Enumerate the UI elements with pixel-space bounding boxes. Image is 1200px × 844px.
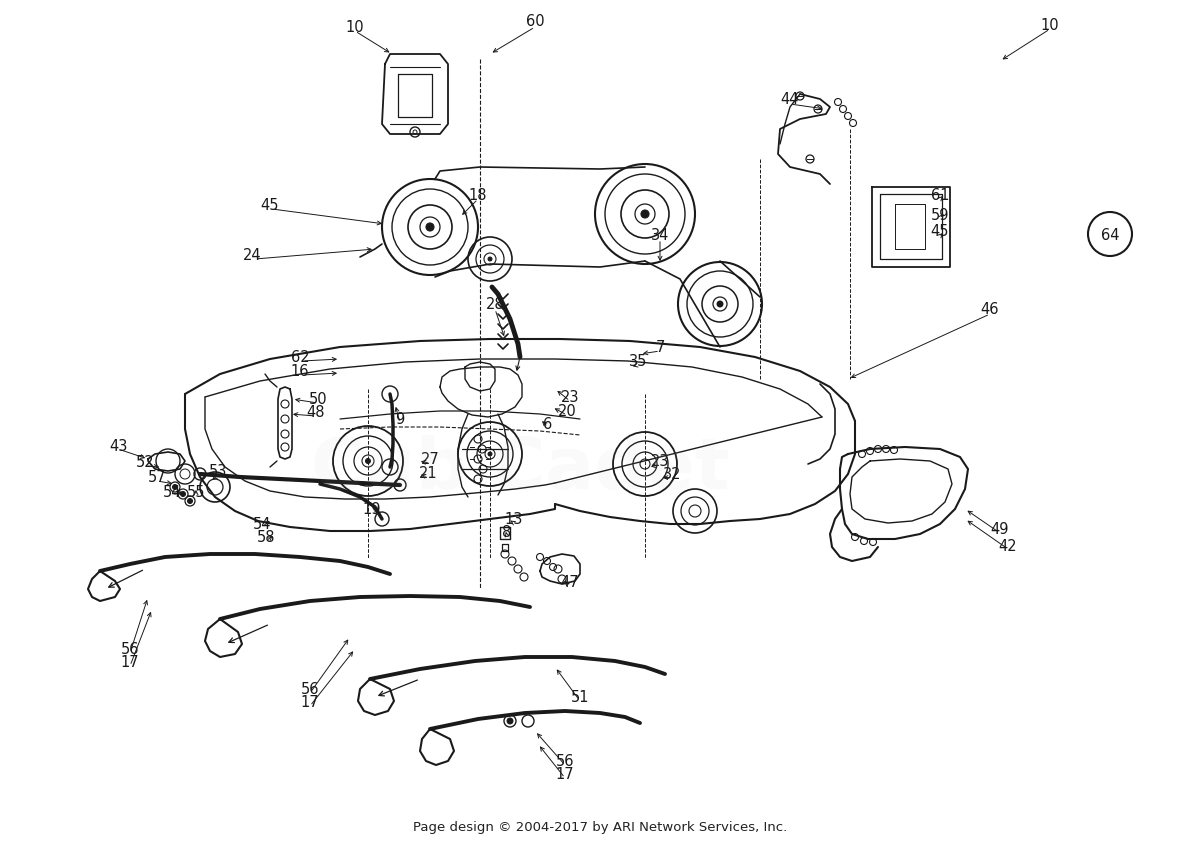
Text: 21: 21 xyxy=(419,466,437,481)
Text: 43: 43 xyxy=(109,439,127,454)
Text: 34: 34 xyxy=(650,227,670,242)
Text: 61: 61 xyxy=(931,187,949,203)
Text: 10: 10 xyxy=(346,20,365,35)
Text: Page design © 2004-2017 by ARI Network Services, Inc.: Page design © 2004-2017 by ARI Network S… xyxy=(413,820,787,834)
Text: 56: 56 xyxy=(301,682,319,696)
Text: 17: 17 xyxy=(301,695,319,710)
Text: 23: 23 xyxy=(560,390,580,405)
Text: 60: 60 xyxy=(526,14,545,30)
Text: Cub Cadet: Cub Cadet xyxy=(311,435,730,504)
Text: 42: 42 xyxy=(998,538,1018,554)
Text: 35: 35 xyxy=(629,354,647,369)
Circle shape xyxy=(180,492,186,497)
Text: 32: 32 xyxy=(662,467,682,482)
Text: 51: 51 xyxy=(571,690,589,705)
Text: 28: 28 xyxy=(486,297,504,312)
Text: 57: 57 xyxy=(148,470,167,485)
Text: 53: 53 xyxy=(209,464,227,479)
Text: 45: 45 xyxy=(260,197,280,212)
Text: 50: 50 xyxy=(308,392,328,407)
Text: 18: 18 xyxy=(469,187,487,203)
Circle shape xyxy=(488,452,492,457)
Text: 58: 58 xyxy=(257,530,275,545)
Text: 9: 9 xyxy=(395,412,404,427)
Text: 62: 62 xyxy=(290,350,310,365)
Text: 8: 8 xyxy=(503,525,511,540)
Circle shape xyxy=(173,485,178,490)
Text: 64: 64 xyxy=(1100,227,1120,242)
Text: 10: 10 xyxy=(1040,18,1060,32)
Circle shape xyxy=(488,257,492,262)
Circle shape xyxy=(426,224,434,232)
Text: 19: 19 xyxy=(362,502,382,517)
Text: 6: 6 xyxy=(544,417,553,432)
Text: 47: 47 xyxy=(560,575,580,590)
Text: 45: 45 xyxy=(931,225,949,239)
Text: 13: 13 xyxy=(505,512,523,527)
Text: 49: 49 xyxy=(991,522,1009,537)
Text: 16: 16 xyxy=(290,364,310,379)
Text: 17: 17 xyxy=(121,655,139,669)
Text: 52: 52 xyxy=(136,455,155,470)
Text: 7: 7 xyxy=(655,340,665,355)
Text: 44: 44 xyxy=(781,92,799,107)
Text: 20: 20 xyxy=(558,404,576,419)
Circle shape xyxy=(508,718,514,724)
Text: 59: 59 xyxy=(931,208,949,222)
Text: 24: 24 xyxy=(242,247,262,262)
Circle shape xyxy=(641,211,649,219)
Text: 27: 27 xyxy=(421,452,439,467)
Text: 48: 48 xyxy=(307,405,325,420)
Circle shape xyxy=(366,459,371,464)
Circle shape xyxy=(718,301,722,307)
Text: 55: 55 xyxy=(187,485,205,500)
Circle shape xyxy=(187,499,192,504)
Text: 46: 46 xyxy=(980,302,1000,317)
Text: 56: 56 xyxy=(556,754,575,769)
Text: 23: 23 xyxy=(650,454,670,469)
Text: 56: 56 xyxy=(121,641,139,657)
Text: 54: 54 xyxy=(163,485,181,500)
Text: 17: 17 xyxy=(556,766,575,782)
Text: 54: 54 xyxy=(253,517,271,532)
